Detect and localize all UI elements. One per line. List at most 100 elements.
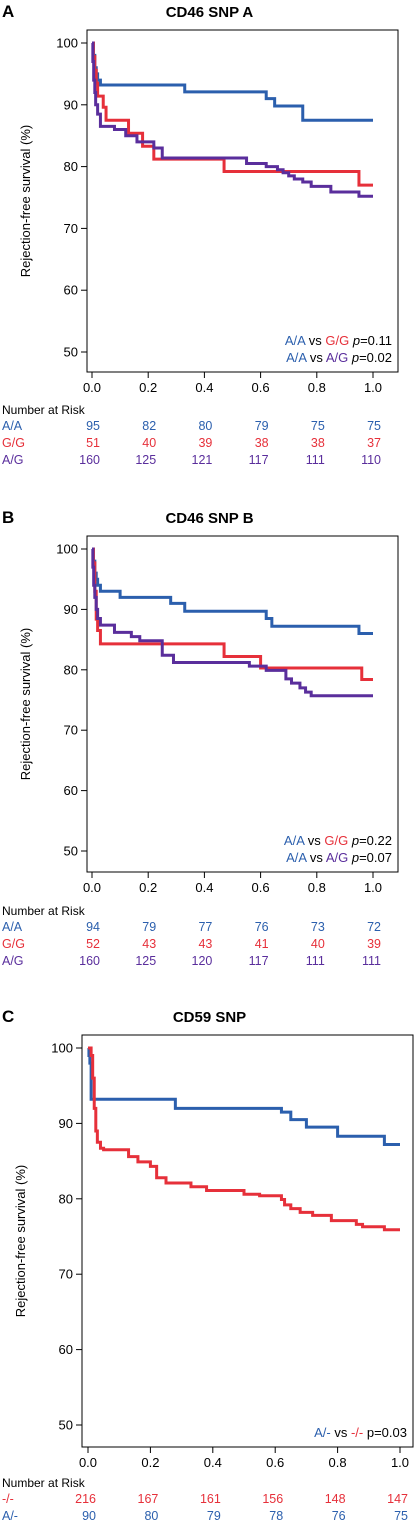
risk-cell: 161: [199, 1492, 221, 1506]
y-tick-label: 80: [64, 662, 78, 677]
x-tick-label: 1.0: [391, 1455, 409, 1470]
y-tick-label: 50: [64, 844, 78, 859]
risk-cell: 75: [310, 419, 325, 433]
risk-header: Number at Risk: [2, 904, 85, 918]
survival-chart-c: 50 60 70 80 90 100 0.0 0.2 0.4 0.6 0.8 1.0 Rejection…: [13, 1034, 414, 1470]
y-tick-label: 80: [64, 159, 78, 174]
risk-cell: 156: [262, 1492, 284, 1506]
x-tick-label: 0.8: [308, 880, 326, 895]
risk-cell: 147: [387, 1492, 408, 1506]
x-tick-label: 0.0: [79, 1455, 97, 1470]
risk-cell: 125: [135, 954, 157, 968]
risk-cell: 38: [254, 436, 269, 450]
p-value-annotation: A/A vs A/G p=0.02: [286, 350, 392, 365]
y-tick-label: 50: [59, 1418, 73, 1433]
series-line-gg: [91, 41, 373, 187]
p-value-annotation: A/- vs -/- p=0.03: [314, 1425, 407, 1440]
risk-cell: 80: [198, 419, 213, 433]
risk-cell: 121: [191, 453, 213, 467]
risk-cell: 75: [394, 1509, 408, 1523]
survival-chart-b: 50 60 70 80 90 100 0.0 0.2 0.4 0.6 0.8 1.0 Rejection…: [18, 535, 399, 906]
risk-cell: 41: [254, 937, 269, 951]
x-tick-label: 0.2: [141, 1455, 159, 1470]
risk-row-label: -/-: [2, 1492, 14, 1506]
risk-cell: 95: [86, 419, 100, 433]
x-tick-label: 0.2: [139, 880, 157, 895]
risk-cell: 111: [361, 954, 381, 968]
risk-cell: 72: [367, 920, 381, 934]
risk-cell: 43: [142, 937, 157, 951]
panel-letter: C: [2, 1007, 15, 1026]
risk-row: A/G 160 125 121 117 111 110: [0, 453, 419, 470]
panel-letter: B: [2, 508, 15, 527]
series-line-gg: [91, 547, 373, 681]
p-value-annotation: A/A vs G/G p=0.11: [285, 333, 392, 348]
p-value-annotation: A/A vs A/G p=0.07: [286, 850, 392, 865]
risk-cell: 117: [248, 453, 269, 467]
risk-cell: 110: [361, 453, 381, 467]
risk-cell: 76: [254, 920, 269, 934]
y-tick-label: 100: [51, 1041, 73, 1056]
risk-cell: 40: [310, 937, 325, 951]
risk-row-label: A/G: [2, 954, 24, 968]
x-tick-label: 0.4: [204, 1455, 222, 1470]
panel-b: B CD46 SNP B 50 60 70 80 90 100 0.0 0.2 0.4 0.6 0.…: [0, 506, 419, 1006]
y-tick-label: 90: [64, 97, 78, 112]
risk-row: A/A 94 79 77 76 73 72: [0, 920, 419, 937]
risk-cell: 78: [269, 1509, 284, 1523]
x-tick-label: 1.0: [364, 880, 382, 895]
x-tick-label: 0.4: [195, 880, 213, 895]
x-axis-label: Years after transplantation: [175, 904, 326, 906]
risk-header: Number at Risk: [2, 1476, 85, 1490]
y-axis-label: Rejection-free survival (%): [18, 125, 33, 277]
panel-c: C CD59 SNP 50 60 70 80 90 100 0.0 0.2 0.4 0.6 0.8 1…: [0, 1005, 419, 1523]
y-tick-label: 70: [64, 723, 78, 738]
risk-row-label: A/A: [2, 920, 23, 934]
risk-cell: 125: [135, 453, 157, 467]
risk-row-label: G/G: [2, 937, 25, 951]
y-tick-label: 70: [64, 221, 78, 236]
x-tick-label: 0.0: [83, 380, 101, 395]
x-tick-label: 0.8: [329, 1455, 347, 1470]
risk-cell: 51: [86, 436, 100, 450]
plot-frame: [81, 1034, 414, 1448]
plot-frame: [86, 29, 399, 373]
risk-cell: 90: [82, 1509, 96, 1523]
risk-cell: 117: [248, 954, 269, 968]
y-axis-label: Rejection-free survival (%): [18, 628, 33, 780]
series-line-: [88, 1046, 400, 1232]
series-line-aa: [91, 547, 373, 636]
x-tick-label: 0.2: [139, 380, 157, 395]
risk-cell: 111: [305, 954, 325, 968]
risk-cell: 216: [75, 1492, 96, 1506]
chart-title: CD46 SNP A: [165, 4, 254, 21]
risk-cell: 79: [254, 419, 269, 433]
y-tick-label: 80: [59, 1191, 73, 1206]
risk-row: -/- 216 167 161 156 148 147: [0, 1492, 419, 1509]
y-tick-label: 50: [64, 345, 78, 360]
panel-letter: A: [2, 2, 15, 21]
risk-cell: 80: [144, 1509, 159, 1523]
risk-row: A/G 160 125 120 117 111 111: [0, 954, 419, 971]
risk-cell: 76: [331, 1509, 346, 1523]
x-tick-label: 0.6: [252, 880, 270, 895]
y-tick-label: 60: [59, 1342, 73, 1357]
y-tick-label: 90: [64, 602, 78, 617]
risk-row: A/A 95 82 80 79 75 75: [0, 419, 419, 436]
y-tick-label: 90: [59, 1116, 73, 1131]
y-axis-label: Rejection-free survival (%): [13, 1165, 28, 1317]
plot-frame: [86, 535, 399, 873]
risk-header: Number at Risk: [2, 403, 85, 417]
risk-cell: 160: [79, 453, 100, 467]
risk-cell: 38: [310, 436, 325, 450]
risk-row-label: G/G: [2, 436, 25, 450]
risk-cell: 79: [142, 920, 157, 934]
y-tick-label: 60: [64, 783, 78, 798]
risk-cell: 111: [305, 453, 325, 467]
y-tick-label: 70: [59, 1267, 73, 1282]
y-tick-label: 100: [56, 542, 78, 557]
chart-title: CD59 SNP: [172, 1009, 247, 1026]
series-line-aa: [91, 41, 373, 122]
risk-row-label: A/-: [2, 1509, 18, 1523]
risk-cell: 39: [367, 937, 381, 951]
